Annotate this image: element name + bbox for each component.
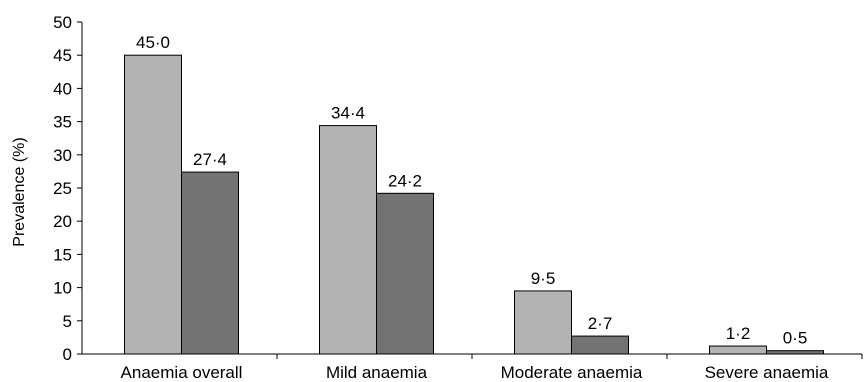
bar — [319, 125, 377, 355]
y-tick-label: 5 — [63, 312, 72, 331]
x-category-label: Anaemia overall — [121, 363, 243, 382]
data-label: 1·2 — [726, 324, 751, 343]
data-label: 2·7 — [588, 314, 613, 333]
bar — [709, 345, 767, 355]
y-axis-ticks: 0 5 10 15 20 25 30 35 40 45 50 — [53, 13, 82, 364]
bar — [376, 192, 434, 355]
y-tick-label: 30 — [53, 146, 72, 165]
data-label: 9·5 — [531, 269, 556, 288]
x-category-label: Severe anaemia — [705, 363, 829, 382]
x-category-label: Mild anaemia — [326, 363, 428, 382]
y-tick-label: 10 — [53, 279, 72, 298]
bar — [514, 290, 572, 355]
bar — [181, 171, 239, 355]
data-labels: 45·0 27·4 34·4 24·2 9·5 2·7 1·2 0·5 — [136, 33, 807, 347]
bar — [571, 335, 629, 355]
y-tick-label: 35 — [53, 113, 72, 132]
data-label: 24·2 — [388, 171, 422, 190]
data-label: 34·4 — [331, 104, 365, 123]
y-tick-label: 50 — [53, 13, 72, 32]
y-tick-label: 25 — [53, 179, 72, 198]
y-axis-title: Prevalence (%) — [11, 137, 28, 246]
data-label: 0·5 — [783, 329, 808, 348]
data-label: 27·4 — [193, 150, 227, 169]
x-axis-labels: Anaemia overall Mild anaemia Moderate anae… — [121, 354, 863, 382]
y-tick-label: 15 — [53, 245, 72, 264]
y-tick-label: 20 — [53, 212, 72, 231]
data-label: 45·0 — [136, 33, 170, 52]
y-tick-label: 40 — [53, 79, 72, 98]
y-tick-label: 45 — [53, 46, 72, 65]
bar — [124, 54, 182, 355]
bars — [124, 54, 824, 355]
x-category-label: Moderate anaemia — [501, 363, 643, 382]
y-tick-label: 0 — [63, 345, 72, 364]
